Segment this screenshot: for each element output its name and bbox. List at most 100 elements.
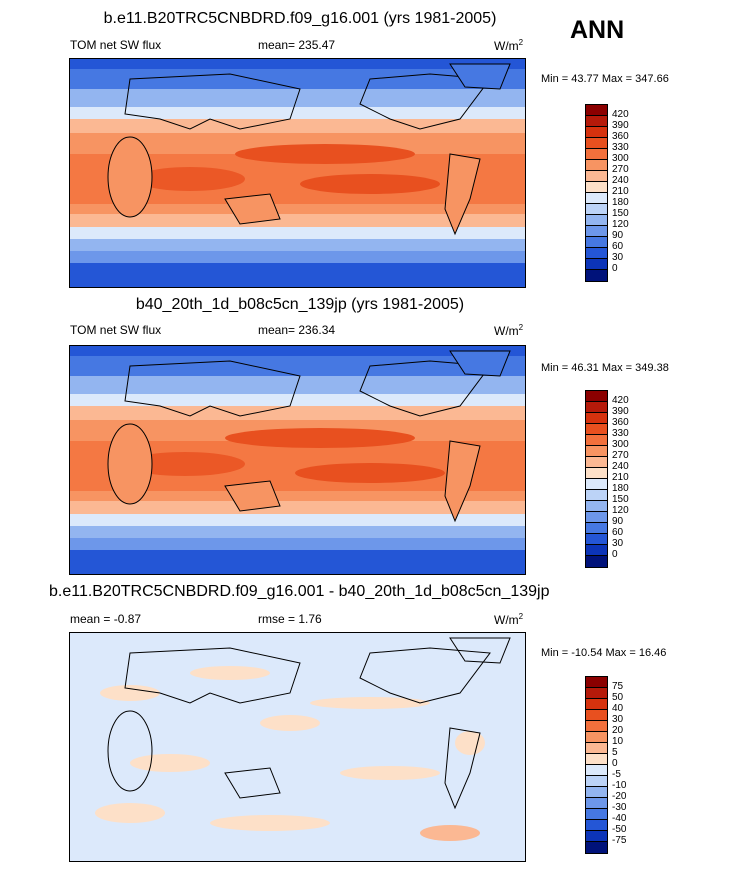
panel2-cb-label: 90 [612, 516, 624, 527]
panel3-minmax: Min = -10.54 Max = 16.46 [541, 647, 667, 659]
panel1-cb-label: 150 [612, 208, 629, 219]
panel3-cb-label: -40 [612, 813, 627, 824]
panel1-cb-label: 390 [612, 120, 629, 131]
panel3-cb-swatch [586, 721, 607, 732]
panel1-cb-swatch [586, 105, 607, 116]
panel2-cb-label: 180 [612, 483, 629, 494]
panel1-cb-swatch [586, 215, 607, 226]
panel2-cb-label: 240 [612, 461, 629, 472]
panel1-cb-swatch [586, 270, 607, 281]
panel2-cb-label: 390 [612, 406, 629, 417]
panel3-cb-swatch [586, 776, 607, 787]
panel1-units: W/m2 [494, 38, 524, 53]
panel2-cb-swatch [586, 391, 607, 402]
panel2-cb-label: 420 [612, 395, 629, 406]
season-label: ANN [570, 16, 625, 44]
panel3-cb-label: -30 [612, 802, 627, 813]
panel1-cb-label: 180 [612, 197, 629, 208]
panel1-cb-label: 420 [612, 109, 629, 120]
panel2-cb-swatch [586, 545, 607, 556]
panel3-cb-swatch [586, 842, 607, 853]
panel3-cb-label: -20 [612, 791, 627, 802]
panel1-cb-label: 300 [612, 153, 629, 164]
panel2-cb-swatch [586, 468, 607, 479]
panel2-cb-label: 300 [612, 439, 629, 450]
panel2-field-label: TOM net SW flux [70, 323, 162, 337]
panel2-cb-swatch [586, 490, 607, 501]
panel3-cb-swatch [586, 798, 607, 809]
panel3-cb-swatch [586, 732, 607, 743]
panel1-cb-label: 210 [612, 186, 629, 197]
panel1-cb-swatch [586, 259, 607, 270]
panel3-cb-label: 30 [612, 714, 624, 725]
panel1-cb-swatch [586, 182, 607, 193]
panel3-cb-label: -10 [612, 780, 627, 791]
panel3-colorbar [585, 676, 608, 854]
panel1-cb-swatch [586, 204, 607, 215]
panel2-cb-label: 150 [612, 494, 629, 505]
panel3-cb-label: -5 [612, 769, 621, 780]
panel3-cb-label: -75 [612, 835, 627, 846]
panel2-colorbar [585, 390, 608, 568]
panel3-cb-label: 5 [612, 747, 618, 758]
panel3-cb-label: 75 [612, 681, 624, 692]
panel2-cb-swatch [586, 446, 607, 457]
panel2-title: b40_20th_1d_b08c5cn_139jp (yrs 1981-2005… [135, 296, 465, 313]
panel1-cb-swatch [586, 127, 607, 138]
panel2-cb-label: 60 [612, 527, 624, 538]
panel1-cb-label: 240 [612, 175, 629, 186]
panel2-cb-swatch [586, 479, 607, 490]
panel1-map-svg [70, 59, 525, 287]
panel3-cb-swatch [586, 765, 607, 776]
panel3-map [69, 632, 526, 862]
panel3-cb-swatch [586, 787, 607, 798]
panel2-cb-label: 330 [612, 428, 629, 439]
panel1-cb-label: 90 [612, 230, 624, 241]
panel3-cb-swatch [586, 743, 607, 754]
panel1-cb-swatch [586, 116, 607, 127]
panel3-cb-swatch [586, 688, 607, 699]
panel3-cb-label: 10 [612, 736, 624, 747]
panel1-cb-label: 270 [612, 164, 629, 175]
panel2-cb-swatch [586, 402, 607, 413]
panel2-cb-label: 120 [612, 505, 629, 516]
panel2-cb-label: 210 [612, 472, 629, 483]
panel2-cb-swatch [586, 501, 607, 512]
panel3-map-svg [70, 633, 525, 861]
panel1-field-label: TOM net SW flux [70, 38, 162, 52]
panel1-cb-label: 30 [612, 252, 624, 263]
panel1-cb-label: 0 [612, 263, 618, 274]
panel2-cb-label: 360 [612, 417, 629, 428]
panel2-map-svg [70, 346, 525, 574]
panel2-units: W/m2 [494, 323, 524, 338]
panel1-cb-label: 120 [612, 219, 629, 230]
panel1-minmax: Min = 43.77 Max = 347.66 [541, 73, 669, 85]
panel2-cb-swatch [586, 435, 607, 446]
panel1-cb-label: 330 [612, 142, 629, 153]
panel1-cb-swatch [586, 248, 607, 259]
panel2-minmax: Min = 46.31 Max = 349.38 [541, 362, 669, 374]
panel3-cb-swatch [586, 831, 607, 842]
panel3-cb-label: 40 [612, 703, 624, 714]
panel1-cb-swatch [586, 160, 607, 171]
panel1-cb-swatch [586, 237, 607, 248]
panel2-cb-label: 270 [612, 450, 629, 461]
panel2-cb-swatch [586, 556, 607, 567]
panel1-cb-swatch [586, 149, 607, 160]
panel3-cb-swatch [586, 809, 607, 820]
panel2-cb-swatch [586, 512, 607, 523]
panel2-cb-swatch [586, 413, 607, 424]
panel3-cb-label: 20 [612, 725, 624, 736]
panel3-cb-label: -50 [612, 824, 627, 835]
panel1-title: b.e11.B20TRC5CNBDRD.f09_g16.001 (yrs 198… [103, 10, 497, 27]
panel2-cb-swatch [586, 424, 607, 435]
panel3-cb-label: 0 [612, 758, 618, 769]
panel1-cb-label: 360 [612, 131, 629, 142]
panel3-cb-swatch [586, 710, 607, 721]
panel1-cb-swatch [586, 226, 607, 237]
panel1-cb-swatch [586, 138, 607, 149]
panel3-cb-label: 50 [612, 692, 624, 703]
panel1-mean-label: mean= 235.47 [258, 38, 336, 52]
panel1-cb-swatch [586, 193, 607, 204]
panel3-units: W/m2 [494, 612, 524, 627]
